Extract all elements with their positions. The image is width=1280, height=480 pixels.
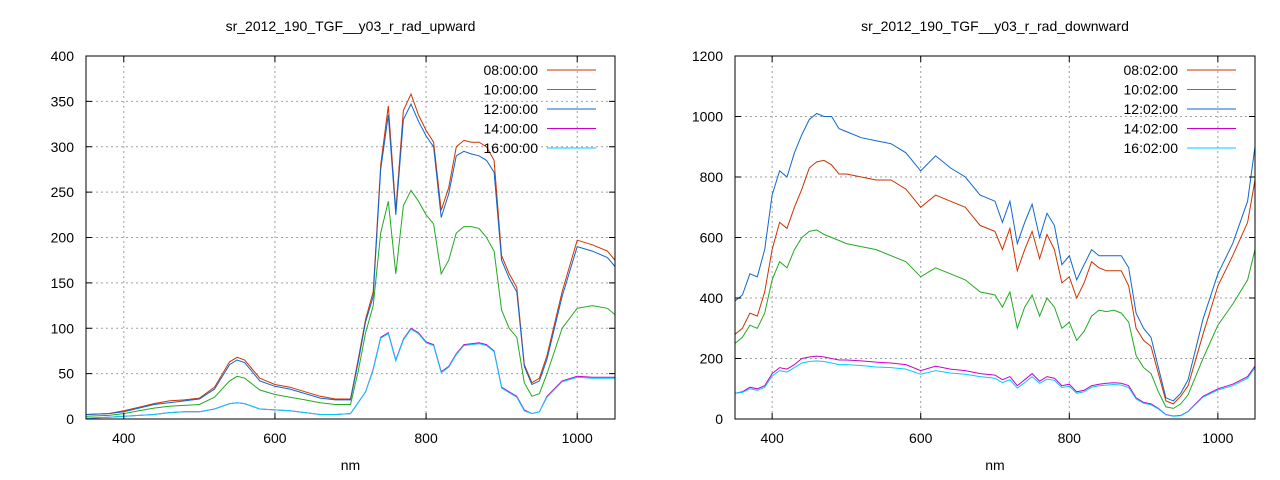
y-tick-label: 800 [700, 169, 724, 185]
legend-label: 14:00:00 [484, 121, 539, 137]
series-line-160200 [734, 360, 1256, 417]
chart-title: sr_2012_190_TGF__y03_r_rad_upward [226, 18, 476, 34]
chart-2: sr_2012_190_TGF__y03_r_rad_downward 400 60… [692, 18, 1256, 473]
chart-1: sr_2012_190_TGF__y03_r_rad_upward 400 600 8… [51, 18, 616, 473]
y-tick-label: 150 [51, 275, 75, 291]
y-tick-label: 300 [51, 139, 75, 155]
legend-label: 12:00:00 [484, 101, 539, 117]
y-tick-label: 350 [51, 93, 75, 109]
y-tick-label: 200 [700, 351, 724, 367]
y-tick-label: 0 [715, 411, 723, 427]
x-tick-label: 400 [112, 430, 136, 446]
legend-label: 08:02:00 [1124, 62, 1179, 78]
x-axis-label: nm [341, 457, 360, 473]
y-tick-label: 0 [66, 411, 74, 427]
legend-label: 14:02:00 [1124, 121, 1179, 137]
x-tick-label: 800 [1058, 430, 1082, 446]
y-tick-label: 1000 [692, 109, 723, 125]
legend-label: 16:02:00 [1124, 140, 1179, 156]
series-line-080200 [734, 159, 1256, 405]
y-tick-label: 400 [700, 290, 724, 306]
y-tick-label: 100 [51, 320, 75, 336]
x-tick-label: 1000 [562, 430, 593, 446]
x-tick-label: 400 [760, 430, 784, 446]
legend-label: 10:00:00 [484, 82, 539, 98]
chart-title: sr_2012_190_TGF__y03_r_rad_downward [861, 18, 1129, 34]
x-axis-label: nm [985, 457, 1004, 473]
y-tick-label: 200 [51, 230, 75, 246]
series-line-160000 [85, 328, 615, 419]
series-line-100200 [734, 229, 1256, 409]
legend-label: 08:00:00 [484, 62, 539, 78]
legend: 08:02:00 10:02:00 12:02:00 14:02:00 16:02:00 [1124, 62, 1236, 156]
y-tick-label: 250 [51, 184, 75, 200]
legend-label: 16:00:00 [484, 140, 539, 156]
series-line-120000 [85, 102, 616, 415]
series-line-120200 [734, 112, 1256, 402]
series-line-100000 [85, 189, 616, 417]
y-tick-label: 400 [51, 48, 75, 64]
legend-label: 12:02:00 [1124, 101, 1179, 117]
y-tick-label: 50 [58, 366, 74, 382]
y-tick-label: 1200 [692, 48, 723, 64]
legend-label: 10:02:00 [1124, 82, 1179, 98]
x-tick-label: 600 [263, 430, 287, 446]
x-tick-label: 600 [909, 430, 933, 446]
legend: 08:00:00 10:00:00 12:00:00 14:00:00 16:00:00 [484, 62, 596, 156]
x-tick-label: 800 [414, 430, 438, 446]
series-line-140200 [734, 355, 1256, 417]
x-tick-label: 1000 [1202, 430, 1233, 446]
y-tick-label: 600 [700, 230, 724, 246]
